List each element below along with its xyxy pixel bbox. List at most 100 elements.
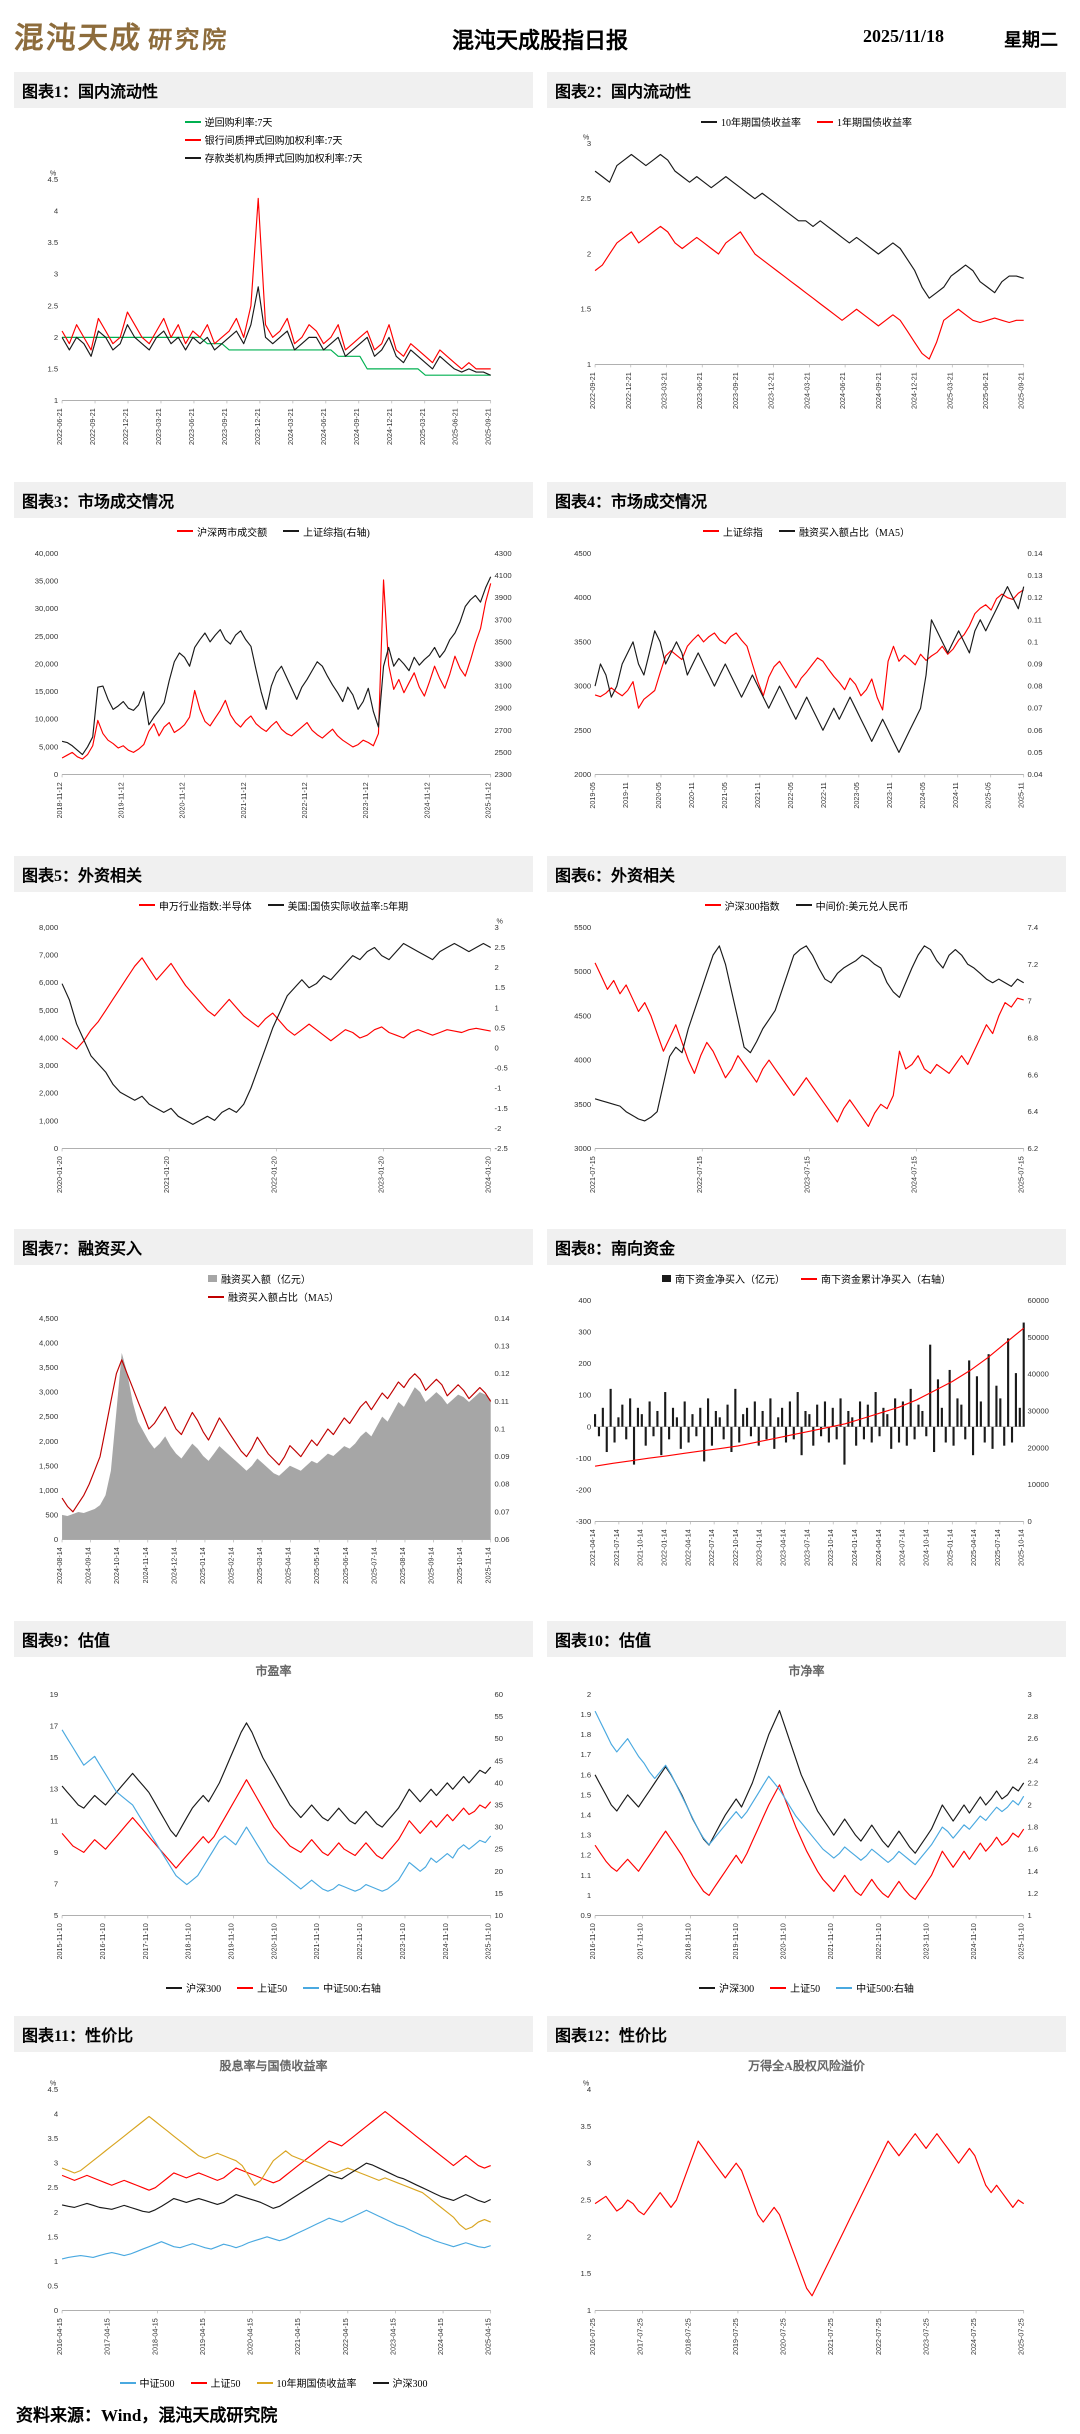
svg-text:10: 10	[495, 1911, 504, 1920]
svg-text:2016-11-10: 2016-11-10	[588, 1923, 597, 1959]
svg-text:2024-07-25: 2024-07-25	[969, 2318, 978, 2355]
legend-marker	[184, 138, 201, 141]
svg-text:6.2: 6.2	[1028, 1144, 1039, 1153]
svg-text:2018-11-10: 2018-11-10	[683, 1923, 692, 1959]
legend-marker	[237, 1986, 254, 1989]
svg-text:3: 3	[54, 270, 58, 279]
svg-text:2024-07-14: 2024-07-14	[898, 1530, 907, 1567]
chart-inner-title: 市盈率	[255, 1664, 292, 1679]
svg-text:2025-11-10: 2025-11-10	[484, 1923, 493, 1959]
svg-text:2017-11-10: 2017-11-10	[636, 1923, 645, 1959]
svg-text:1.5: 1.5	[48, 364, 59, 373]
svg-text:0.04: 0.04	[1028, 770, 1044, 779]
svg-text:3500: 3500	[495, 637, 512, 646]
svg-text:2019-11: 2019-11	[621, 782, 630, 808]
svg-text:2: 2	[1028, 1801, 1032, 1810]
svg-text:2024-12-21: 2024-12-21	[910, 372, 919, 409]
svg-text:1.4: 1.4	[1028, 1867, 1039, 1876]
legend-item: 上证50	[770, 1980, 820, 1995]
svg-text:40: 40	[495, 1779, 504, 1788]
chart-inner-title: 市净率	[788, 1664, 825, 1679]
section-header-label: 图表12：性价比	[555, 2028, 668, 2046]
chart-legend: 中证500 上证50 10年期国债收益率 沪深300	[14, 2374, 533, 2393]
svg-text:2,500: 2,500	[39, 1413, 58, 1422]
svg-text:2025-07-15: 2025-07-15	[1017, 1156, 1026, 1193]
svg-text:2019-11-12: 2019-11-12	[116, 782, 125, 818]
svg-text:0: 0	[495, 1043, 499, 1052]
svg-text:6.6: 6.6	[1028, 1070, 1039, 1079]
legend-label: 10年期国债收益率	[721, 118, 801, 129]
svg-text:7: 7	[54, 1880, 58, 1889]
svg-text:2025-03-21: 2025-03-21	[418, 408, 427, 445]
svg-text:2022-11-12: 2022-11-12	[300, 782, 309, 818]
svg-text:2700: 2700	[495, 726, 512, 735]
legend-marker	[372, 2381, 389, 2384]
brand-logo: 混沌天成 研究院	[13, 22, 230, 55]
svg-text:2: 2	[54, 2208, 58, 2217]
section-header-label: 图表1：国内流动性	[22, 84, 159, 101]
svg-text:2: 2	[587, 1690, 591, 1699]
svg-text:30,000: 30,000	[35, 604, 58, 613]
svg-text:2.5: 2.5	[581, 194, 592, 203]
svg-text:5000: 5000	[574, 967, 591, 976]
svg-text:2.6: 2.6	[1028, 1734, 1039, 1743]
svg-text:4,000: 4,000	[39, 1339, 58, 1348]
svg-text:2019-05: 2019-05	[588, 782, 597, 808]
svg-text:2020-11-10: 2020-11-10	[779, 1923, 788, 1959]
svg-text:1: 1	[587, 1891, 591, 1900]
svg-text:0.07: 0.07	[495, 1508, 510, 1517]
svg-text:3.5: 3.5	[48, 2134, 59, 2143]
svg-text:0.05: 0.05	[1028, 748, 1043, 757]
legend-marker	[256, 2381, 273, 2384]
svg-text:9: 9	[54, 1848, 58, 1857]
svg-text:2022-01-14: 2022-01-14	[660, 1530, 669, 1567]
svg-text:2000: 2000	[574, 770, 591, 779]
section-header: 图表6：外资相关	[547, 855, 1066, 892]
svg-text:2022-12-21: 2022-12-21	[624, 372, 633, 409]
svg-text:25,000: 25,000	[35, 632, 58, 641]
legend-item: 沪深300	[166, 1980, 221, 1995]
svg-text:0.5: 0.5	[495, 1023, 506, 1032]
legend-label: 沪深300指数	[724, 901, 780, 913]
svg-text:400: 400	[578, 1296, 591, 1305]
chart-card: 沪深两市成交额 上证综指(右轴) 0 5,000 10,000 15,000 20,000…	[14, 518, 533, 838]
svg-text:2022-06-21: 2022-06-21	[55, 408, 64, 445]
svg-text:60000: 60000	[1028, 1296, 1049, 1305]
legend-marker	[801, 1277, 817, 1280]
svg-text:2018-11-10: 2018-11-10	[184, 1923, 193, 1959]
svg-text:1.5: 1.5	[581, 2269, 592, 2278]
chart-card: 沪深300指数 中间价:美元兑人民币 3000 3500 4000 4500 5000 55…	[547, 892, 1066, 1212]
svg-text:0.14: 0.14	[1028, 549, 1044, 558]
svg-text:2023-11-12: 2023-11-12	[361, 782, 370, 818]
chart-legend: 沪深两市成交额 上证综指(右轴)	[14, 521, 533, 540]
chart-canvas: 1 1.5 2 2.5 3 3.5 4% 2016-07-25 2017-07-25 2018-0…	[547, 2076, 1066, 2374]
svg-text:0.5: 0.5	[48, 2282, 59, 2291]
legend-marker	[267, 904, 284, 907]
svg-text:2025-08-14: 2025-08-14	[398, 1548, 407, 1585]
svg-text:2025-03-14: 2025-03-14	[255, 1548, 264, 1585]
svg-text:4.5: 4.5	[48, 175, 59, 184]
section-header-label: 图表7：融资买入	[22, 1241, 143, 1259]
legend-item: 融资买入额占比（MA5）	[778, 524, 910, 539]
svg-text:2024-03-21: 2024-03-21	[286, 408, 295, 445]
svg-text:1.5: 1.5	[581, 1791, 592, 1800]
legend-item: 沪深两市成交额	[177, 524, 267, 539]
svg-text:1.3: 1.3	[581, 1831, 592, 1840]
svg-text:0: 0	[54, 1535, 58, 1544]
legend-item: 中证500:右轴	[836, 1980, 914, 1995]
chart-card: 逆回购利率:7天 银行间质押式回购加权利率:7天 存款类机构质押式回购加权利率:7天…	[14, 108, 533, 464]
svg-text:2022-11-10: 2022-11-10	[355, 1923, 364, 1959]
svg-text:2022-11-10: 2022-11-10	[874, 1923, 883, 1959]
svg-text:2022-07-14: 2022-07-14	[707, 1530, 716, 1567]
legend-label: 上证50	[210, 2379, 241, 2390]
chart-legend: 融资买入额（亿元） 融资买入额占比（MA5）	[207, 1268, 339, 1305]
svg-text:10000: 10000	[1028, 1481, 1049, 1490]
svg-text:50000: 50000	[1028, 1333, 1049, 1342]
svg-text:3300: 3300	[495, 659, 512, 668]
svg-text:2015-11-10: 2015-11-10	[55, 1923, 64, 1959]
svg-text:2023-11-10: 2023-11-10	[921, 1923, 930, 1959]
svg-text:3500: 3500	[574, 1099, 591, 1108]
svg-text:2021-05: 2021-05	[720, 782, 729, 808]
svg-text:-1.5: -1.5	[495, 1103, 508, 1112]
svg-text:2025-05: 2025-05	[984, 782, 993, 808]
